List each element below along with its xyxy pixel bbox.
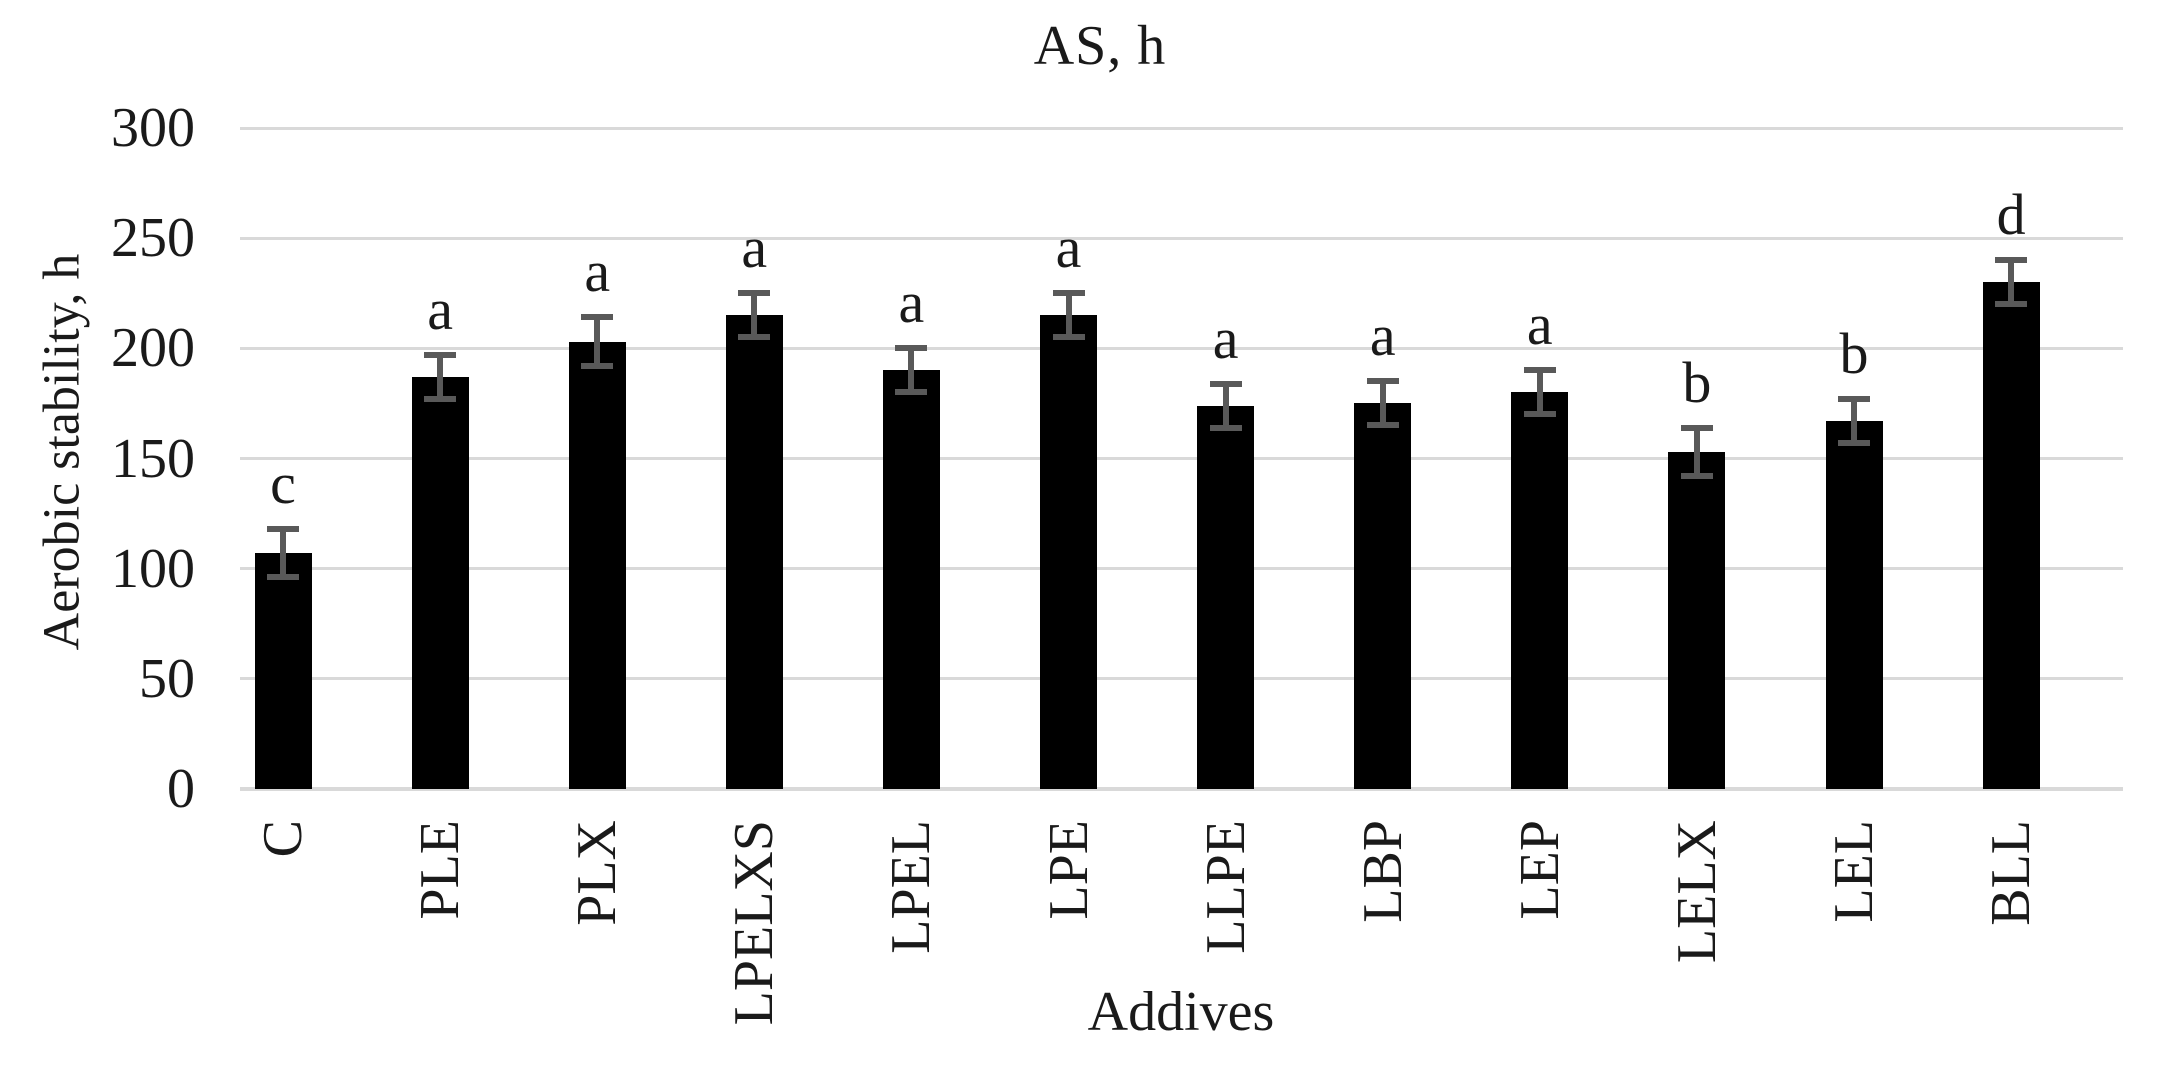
bar-BLL — [1982, 282, 2040, 789]
x-tick-label-LEL: LEL — [1823, 820, 1885, 923]
y-tick-label: 100 — [111, 537, 195, 600]
error-bar-stem-PLX — [594, 317, 601, 366]
x-tick-label-LELX: LELX — [1665, 820, 1728, 964]
y-tick-label: 200 — [111, 317, 195, 380]
y-tick-label: 250 — [111, 207, 195, 270]
bar-LBP — [1354, 403, 1412, 789]
x-tick-label-BLL: BLL — [1980, 820, 2043, 926]
sig-letter-PLE: a — [427, 276, 453, 342]
error-bar-cap-top-BLL — [1995, 257, 2028, 264]
x-tick-label-LPEL: LPEL — [880, 820, 943, 954]
x-axis-line — [240, 787, 2123, 791]
x-tick-label-LEP: LEP — [1508, 820, 1571, 920]
bar-C — [254, 553, 312, 789]
bar-LPE — [1040, 315, 1097, 789]
error-bar-cap-top-PLE — [424, 351, 457, 358]
error-bar-cap-top-C — [267, 526, 299, 532]
sig-letter-PLX: a — [584, 239, 611, 305]
x-tick-label-PLX: PLX — [566, 820, 629, 926]
sig-letter-LPEL: a — [898, 270, 925, 336]
error-bar-stem-LELX — [1693, 427, 1700, 477]
y-tick-label: 50 — [139, 647, 195, 710]
error-bar-stem-LPE — [1065, 293, 1072, 338]
bar-PLE — [411, 376, 469, 789]
error-bar-cap-top-LPE — [1052, 290, 1085, 297]
chart-title: AS, h — [1033, 15, 1167, 77]
gridline-y-50 — [240, 677, 2123, 681]
error-bar-stem-C — [280, 529, 286, 578]
error-bar-stem-LPEL — [908, 348, 915, 393]
sig-letter-C: c — [270, 451, 296, 516]
error-bar-cap-top-LPELXS — [738, 290, 771, 297]
error-bar-stem-LPELXS — [751, 293, 758, 338]
error-bar-cap-bottom-LPE — [1052, 334, 1085, 341]
error-bar-stem-BLL — [2008, 260, 2015, 305]
x-tick-label-PLE: PLE — [409, 820, 472, 920]
error-bar-cap-top-LPEL — [895, 345, 928, 352]
error-bar-cap-bottom-BLL — [1995, 301, 2028, 308]
bar-LPELXS — [725, 315, 783, 789]
bar-LPEL — [882, 370, 940, 789]
error-bar-cap-top-LELX — [1680, 424, 1713, 431]
error-bar-cap-top-LEP — [1523, 367, 1556, 374]
error-bar-cap-top-LEL — [1838, 396, 1870, 402]
bar-LEP — [1511, 392, 1569, 789]
sig-letter-LLPE: a — [1212, 305, 1239, 371]
error-bar-cap-top-LLPE — [1209, 380, 1242, 387]
error-bar-cap-bottom-LLPE — [1209, 424, 1242, 431]
y-tick-label: 0 — [167, 758, 195, 820]
sig-letter-LEP: a — [1526, 292, 1553, 358]
sig-letter-LBP: a — [1369, 303, 1396, 369]
error-bar-cap-bottom-PLE — [424, 396, 457, 402]
error-bar-cap-bottom-LELX — [1680, 473, 1713, 480]
bar-PLX — [568, 341, 626, 789]
gridline-y-200 — [240, 346, 2123, 350]
error-bar-stem-LEP — [1536, 370, 1543, 415]
error-bar-cap-top-LBP — [1366, 378, 1399, 385]
y-tick-label: 300 — [111, 97, 195, 159]
bar-LLPE — [1197, 405, 1255, 789]
error-bar-cap-bottom-PLX — [581, 362, 614, 369]
x-axis-title: Addives — [1087, 981, 1275, 1043]
sig-letter-BLL: d — [1996, 182, 2026, 248]
gridline-y-250 — [240, 236, 2123, 240]
sig-letter-LEL: b — [1839, 321, 1869, 386]
y-tick-label: 150 — [111, 427, 195, 490]
error-bar-cap-bottom-LBP — [1366, 422, 1399, 429]
sig-letter-LELX: b — [1682, 349, 1712, 415]
bar-LEL — [1825, 421, 1883, 789]
bar-LELX — [1668, 451, 1726, 789]
error-bar-stem-LBP — [1379, 381, 1386, 426]
sig-letter-LPELXS: a — [741, 215, 768, 281]
error-bar-cap-bottom-C — [267, 574, 299, 581]
error-bar-stem-LEL — [1851, 399, 1857, 444]
x-tick-label-LBP: LBP — [1351, 820, 1414, 923]
error-bar-stem-PLE — [437, 354, 444, 399]
error-bar-cap-bottom-LPELXS — [738, 334, 771, 341]
x-tick-label-LLPE: LLPE — [1194, 820, 1257, 954]
error-bar-cap-bottom-LPEL — [895, 389, 928, 396]
error-bar-cap-bottom-LEP — [1523, 411, 1556, 418]
gridline-y-300 — [240, 126, 2123, 130]
error-bar-cap-top-PLX — [581, 314, 614, 321]
gridline-y-100 — [240, 567, 2123, 571]
x-tick-label-LPELXS: LPELXS — [723, 820, 786, 1026]
x-tick-label-C: C — [252, 820, 314, 858]
sig-letter-LPE: a — [1055, 215, 1082, 281]
gridline-y-150 — [240, 457, 2123, 460]
error-bar-cap-bottom-LEL — [1838, 440, 1870, 447]
error-bar-stem-LLPE — [1222, 383, 1229, 428]
x-tick-label-LPE: LPE — [1037, 820, 1100, 920]
